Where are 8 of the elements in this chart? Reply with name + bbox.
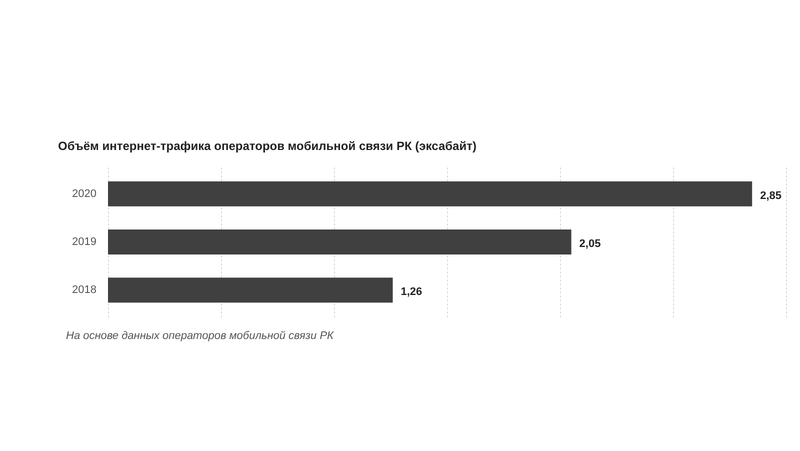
chart-title: Объём интернет-трафика операторов мобильной связи РК (эксабайт): [58, 139, 476, 153]
y-tick-label: 2019: [72, 236, 96, 248]
data-label: 2,85: [760, 190, 782, 202]
y-tick-label: 2020: [72, 188, 96, 200]
text: На основе данных операторов мобильной связи РК: [66, 330, 334, 342]
data-label: 2,05: [579, 238, 601, 250]
data-label: 1,26: [400, 286, 422, 298]
y-tick-label: 2018: [72, 284, 96, 296]
